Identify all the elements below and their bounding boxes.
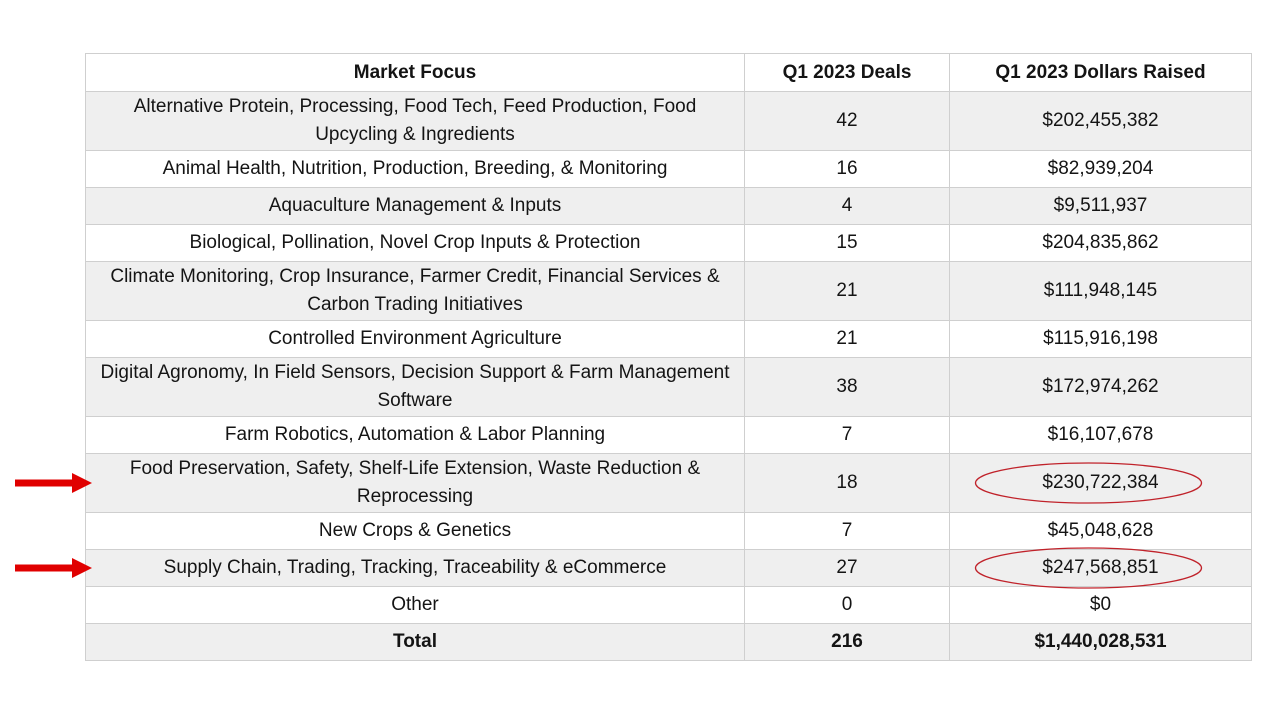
header-q1-deals: Q1 2023 Deals — [744, 53, 950, 92]
header-market-focus: Market Focus — [85, 53, 745, 92]
dollars-raised-cell: $45,048,628 — [949, 512, 1252, 550]
dollars-raised-cell: $0 — [949, 586, 1252, 624]
table-row: Climate Monitoring, Crop Insurance, Farm… — [85, 261, 1252, 321]
deals-cell: 7 — [744, 512, 950, 550]
table-row: Aquaculture Management & Inputs 4 $9,511,9… — [85, 187, 1252, 225]
dollars-raised-cell: $247,568,851 — [949, 549, 1252, 587]
table-row: Other 0 $0 — [85, 586, 1252, 624]
deals-cell: 18 — [744, 453, 950, 513]
market-focus-cell: Animal Health, Nutrition, Production, Br… — [85, 150, 745, 188]
deals-cell: 4 — [744, 187, 950, 225]
deals-cell: 0 — [744, 586, 950, 624]
table-row: Food Preservation, Safety, Shelf-Life Ex… — [85, 453, 1252, 513]
deals-cell: 27 — [744, 549, 950, 587]
dollars-raised-cell: $204,835,862 — [949, 224, 1252, 262]
market-focus-cell: Alternative Protein, Processing, Food Te… — [85, 91, 745, 151]
table-row: Controlled Environment Agriculture 21 $115… — [85, 320, 1252, 358]
market-focus-cell: Other — [85, 586, 745, 624]
table-row: Alternative Protein, Processing, Food Te… — [85, 91, 1252, 151]
total-row: Total 216 $1,440,028,531 — [85, 623, 1252, 661]
dollars-raised-cell: $230,722,384 — [949, 453, 1252, 513]
market-focus-cell: Food Preservation, Safety, Shelf-Life Ex… — [85, 453, 745, 513]
market-focus-table: Market Focus Q1 2023 Deals Q1 2023 Dolla… — [85, 53, 1252, 661]
total-dollars-cell: $1,440,028,531 — [949, 623, 1252, 661]
total-label-cell: Total — [85, 623, 745, 661]
market-focus-cell: Aquaculture Management & Inputs — [85, 187, 745, 225]
dollars-raised-cell: $82,939,204 — [949, 150, 1252, 188]
market-focus-cell: Supply Chain, Trading, Tracking, Traceab… — [85, 549, 745, 587]
deals-cell: 38 — [744, 357, 950, 417]
table-row: Biological, Pollination, Novel Crop Inpu… — [85, 224, 1252, 262]
market-focus-table-container: Market Focus Q1 2023 Deals Q1 2023 Dolla… — [85, 53, 1252, 661]
dollars-raised-cell: $16,107,678 — [949, 416, 1252, 454]
table-row: Digital Agronomy, In Field Sensors, Deci… — [85, 357, 1252, 417]
deals-cell: 21 — [744, 261, 950, 321]
table-row: Farm Robotics, Automation & Labor Planni… — [85, 416, 1252, 454]
market-focus-cell: Farm Robotics, Automation & Labor Planni… — [85, 416, 745, 454]
dollars-raised-cell: $172,974,262 — [949, 357, 1252, 417]
table-row: New Crops & Genetics 7 $45,048,628 — [85, 512, 1252, 550]
table-header-row: Market Focus Q1 2023 Deals Q1 2023 Dolla… — [85, 53, 1252, 92]
deals-cell: 21 — [744, 320, 950, 358]
dollars-raised-cell: $202,455,382 — [949, 91, 1252, 151]
right-arrow-icon — [15, 473, 92, 493]
right-arrow-icon — [15, 558, 92, 578]
dollars-raised-cell: $115,916,198 — [949, 320, 1252, 358]
table-row: Supply Chain, Trading, Tracking, Traceab… — [85, 549, 1252, 587]
market-focus-cell: Digital Agronomy, In Field Sensors, Deci… — [85, 357, 745, 417]
market-focus-cell: Biological, Pollination, Novel Crop Inpu… — [85, 224, 745, 262]
header-q1-dollars: Q1 2023 Dollars Raised — [949, 53, 1252, 92]
deals-cell: 7 — [744, 416, 950, 454]
market-focus-cell: Controlled Environment Agriculture — [85, 320, 745, 358]
table-body: Alternative Protein, Processing, Food Te… — [85, 91, 1252, 661]
market-focus-cell: Climate Monitoring, Crop Insurance, Farm… — [85, 261, 745, 321]
deals-cell: 16 — [744, 150, 950, 188]
dollars-raised-cell: $111,948,145 — [949, 261, 1252, 321]
deals-cell: 15 — [744, 224, 950, 262]
deals-cell: 42 — [744, 91, 950, 151]
table-row: Animal Health, Nutrition, Production, Br… — [85, 150, 1252, 188]
dollars-raised-cell: $9,511,937 — [949, 187, 1252, 225]
market-focus-cell: New Crops & Genetics — [85, 512, 745, 550]
total-deals-cell: 216 — [744, 623, 950, 661]
